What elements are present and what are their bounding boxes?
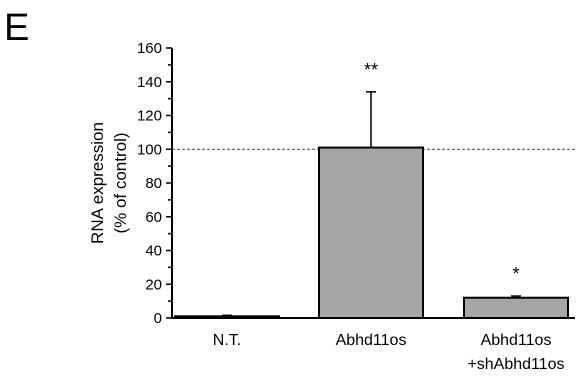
error-bars-group (222, 91, 521, 317)
y-tick-label: 20 (145, 276, 162, 293)
y-tick-label: 100 (137, 141, 162, 158)
x-tick-label: N.T. (213, 332, 241, 349)
significance-marks: *** (364, 60, 520, 284)
y-axis-title-line1: RNA expression (88, 122, 107, 244)
y-tick-label: 160 (137, 40, 162, 57)
bars-group (174, 146, 569, 319)
significance-mark: * (512, 264, 519, 284)
bar (174, 315, 280, 319)
y-tick-label: 140 (137, 74, 162, 91)
significance-mark: ** (364, 60, 378, 80)
y-axis-title-line2: (% of control) (111, 132, 130, 233)
bar (463, 296, 569, 319)
panel-label: E (4, 7, 29, 49)
x-axis-labels: N.T. Abhd11os Abhd11os +shAbhd11os (213, 332, 565, 373)
y-tick-label: 120 (137, 108, 162, 125)
x-tick-label: Abhd11os (481, 332, 552, 349)
x-tick-label-line2: +shAbhd11os (467, 356, 564, 373)
y-tick-label: 0 (154, 310, 162, 327)
y-tick-label: 40 (145, 243, 162, 260)
y-tick-label: 80 (145, 175, 162, 192)
x-tick-label: Abhd11os (336, 332, 407, 349)
y-tick-label: 60 (145, 209, 162, 226)
bar (318, 146, 424, 319)
